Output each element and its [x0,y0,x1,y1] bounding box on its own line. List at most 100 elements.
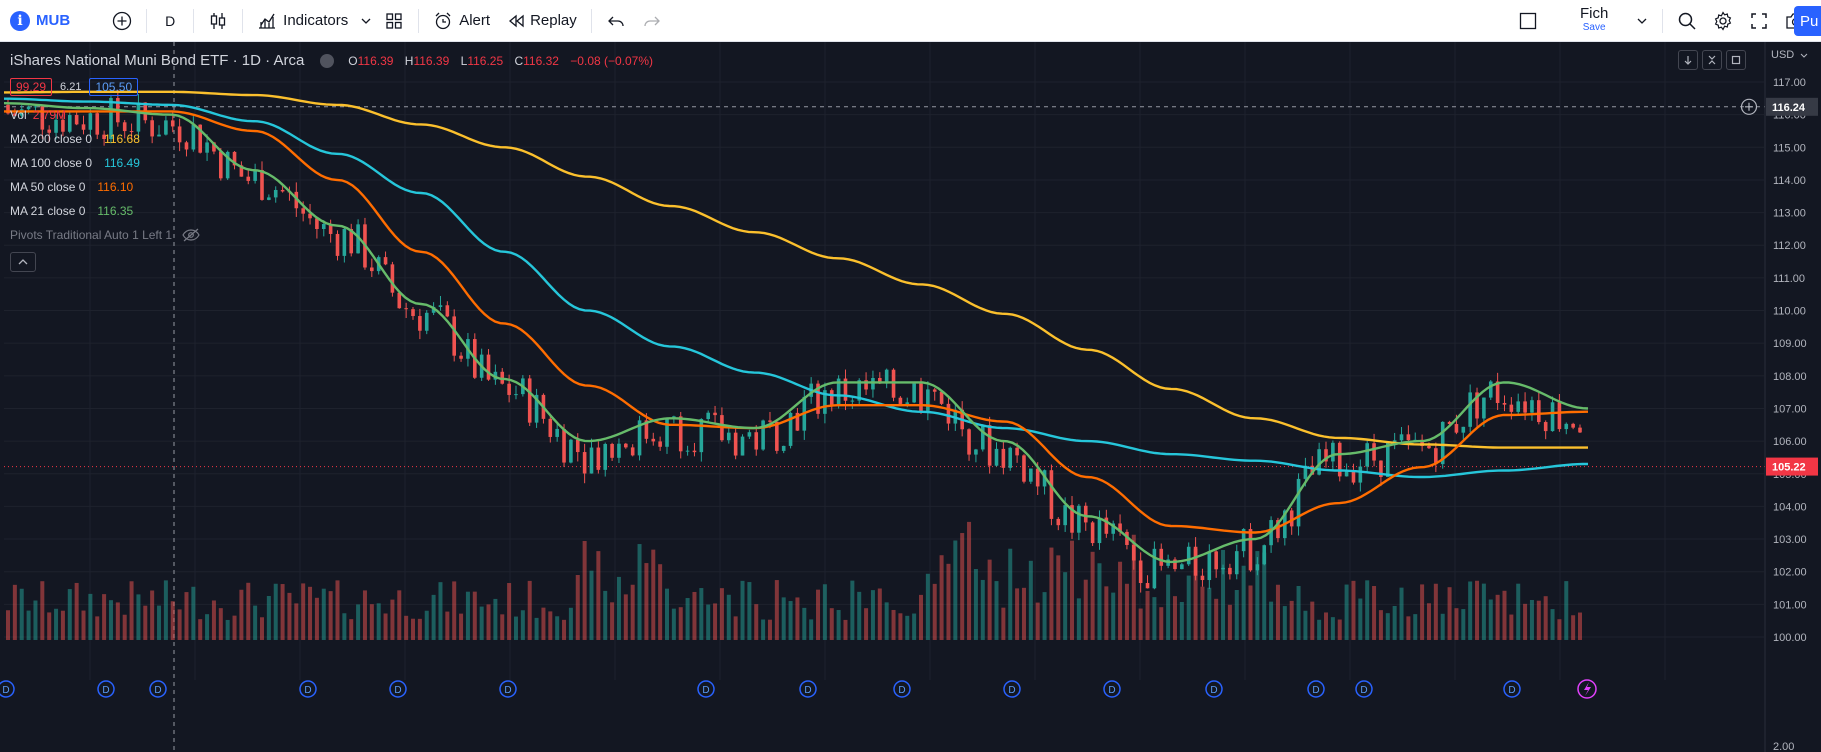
candle-body [1255,564,1260,571]
settings-button[interactable] [1705,0,1741,42]
collapse-icon [1708,55,1716,65]
last-price-badge [1766,457,1818,476]
eye-crossed-icon[interactable] [182,228,200,242]
symbol-search-button[interactable]: i MUB [0,0,78,42]
ma21-label: MA 21 close 0 [10,204,86,218]
publish-button[interactable]: Pu [1794,6,1821,36]
chart-type-button[interactable] [200,0,236,42]
dividend-marker-circle [1355,680,1373,698]
volume-bar [850,580,855,640]
dividend-marker[interactable]: D [0,680,15,698]
undo-button[interactable] [598,0,634,42]
chevron-down-icon [1800,53,1808,58]
add-alert-plus-icon[interactable] [1740,98,1758,115]
price-tick-label: 2.00 [1773,741,1794,752]
candle-body [1118,523,1122,532]
dividend-marker[interactable]: D [1205,680,1223,698]
volume-bar [953,540,958,640]
candle-body [1276,520,1280,539]
volume-bar [603,590,608,640]
candle-body [507,383,511,395]
collapse-pane-button[interactable] [1702,50,1722,70]
candle-body [644,420,649,439]
ma100-legend[interactable]: MA 100 close 0 116.49 [10,156,140,170]
replay-button[interactable]: Replay [498,0,585,42]
layout-button[interactable] [376,0,412,42]
candle-body [1111,523,1116,534]
dividend-marker-label: D [504,685,511,696]
candle-body [109,98,113,139]
moving-averages [3,90,1589,564]
fullscreen-button[interactable] [1741,0,1777,42]
collapse-legend-button[interactable] [10,252,36,272]
series-title[interactable]: iShares National Muni Bond ETF · 1D · Ar… [10,52,305,69]
dividend-marker[interactable]: D [389,680,407,698]
candle-body [1035,468,1040,487]
move-pane-down-button[interactable] [1678,50,1698,70]
volume-bar [980,579,985,640]
ma200-legend[interactable]: MA 200 close 0 116.68 [10,132,140,146]
indicators-button[interactable]: Indicators [249,0,356,42]
candle-body [445,305,450,317]
compare-symbol-button[interactable] [104,0,140,42]
fullscreen-select-button[interactable] [1510,0,1546,42]
volume-bar [623,594,628,640]
volume-bar [1118,561,1123,640]
pivots-legend[interactable]: Pivots Traditional Auto 1 Left 1 [10,228,200,242]
price-tick-label: 117.00 [1773,77,1806,89]
candle-body [926,389,930,411]
maximize-pane-button[interactable] [1726,50,1746,70]
top-toolbar: i MUB D Indicators Alert Replay [0,0,1821,42]
candle-body [280,189,285,192]
dividend-marker[interactable]: D [299,680,317,698]
dividend-marker[interactable]: D [1355,680,1373,698]
volume-bar [1056,555,1061,640]
dividend-marker[interactable]: D [1103,680,1121,698]
candle-body [1303,465,1308,479]
candle-body [514,394,518,396]
candle-body [321,223,326,230]
candle-body [898,397,903,404]
layout-dropdown[interactable] [1628,0,1656,42]
candle-body [486,354,491,380]
alert-button[interactable]: Alert [425,0,498,42]
volume-legend[interactable]: Vol 2.79M [10,108,66,122]
ma21-legend[interactable]: MA 21 close 0 116.35 [10,204,133,218]
quote-row: 99.29 6.21 105.50 [10,78,139,96]
candle-body [884,369,889,384]
toolbar-divider [146,8,148,33]
ma50-legend[interactable]: MA 50 close 0 116.10 [10,180,133,194]
dividend-marker[interactable]: D [1307,680,1325,698]
dividend-marker[interactable]: D [1503,680,1521,698]
dividend-marker[interactable]: D [499,680,517,698]
dividend-marker[interactable]: D [799,680,817,698]
lightning-marker[interactable] [1577,679,1597,699]
interval-button[interactable]: D [153,0,187,42]
volume-bar [651,549,656,640]
candle-body [692,450,697,453]
candle-body [13,113,17,116]
dividend-marker[interactable]: D [893,680,911,698]
volume-bar [459,613,464,640]
bid-price[interactable]: 99.29 [10,78,53,96]
dividend-marker[interactable]: D [97,680,115,698]
dividend-marker[interactable]: D [1003,680,1021,698]
redo-button[interactable] [634,0,670,42]
volume-bar [280,584,285,640]
volume-bar [246,582,251,640]
candle-body [198,124,203,153]
legend-collapse [10,252,36,272]
dividend-marker[interactable]: D [697,680,715,698]
ask-price[interactable]: 105.50 [89,78,139,96]
candle-body [775,421,779,451]
volume-bar [740,580,745,640]
save-layout-button[interactable]: Fich Save [1572,0,1616,42]
candle-body [781,445,786,451]
dividend-marker[interactable]: D [149,680,167,698]
indicator-templates-dropdown[interactable] [356,0,376,42]
search-button[interactable] [1669,0,1705,42]
series-status-dot[interactable] [320,53,335,68]
volume-bar [918,594,923,640]
candle-body [1385,442,1390,477]
